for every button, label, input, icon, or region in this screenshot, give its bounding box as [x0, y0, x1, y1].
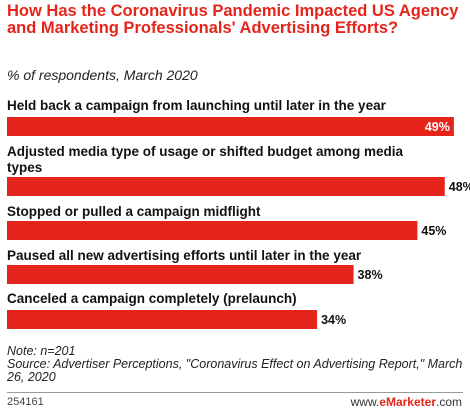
chart-title: How Has the Coronavirus Pandemic Impacte… — [7, 2, 459, 37]
value-label: 45% — [421, 224, 446, 238]
category-label: Held back a campaign from launching unti… — [7, 98, 387, 113]
bar — [7, 310, 318, 329]
category-label: Stopped or pulled a campaign midflight — [7, 204, 261, 219]
value-label: 48% — [449, 180, 470, 194]
category-label: Canceled a campaign completely (prelaunc… — [7, 291, 297, 306]
brand-prefix: www. — [350, 395, 380, 409]
bar — [7, 221, 418, 240]
chart-id: 254161 — [7, 396, 44, 408]
chart-subtitle: % of respondents, March 2020 — [7, 67, 198, 83]
brand-link[interactable]: www.eMarketer.com — [351, 395, 462, 409]
footer-divider — [7, 392, 463, 393]
bar — [7, 265, 354, 284]
brand-name: eMarketer — [379, 395, 436, 409]
category-label: Adjusted media type of usage or shifted … — [7, 144, 404, 175]
note-line: Source: Advertiser Perceptions, "Coronav… — [7, 357, 463, 384]
value-label: 49% — [425, 120, 450, 134]
value-label: 34% — [321, 313, 346, 327]
value-label: 38% — [358, 268, 383, 282]
bar — [7, 117, 454, 136]
bar-chart: Held back a campaign from launching unti… — [7, 98, 470, 329]
note-line: Note: n=201 — [7, 344, 76, 358]
brand-suffix: .com — [435, 395, 462, 409]
category-label: Paused all new advertising efforts until… — [7, 248, 362, 263]
bar — [7, 177, 445, 196]
source-note: Note: n=201 Source: Advertiser Perception… — [7, 345, 467, 384]
